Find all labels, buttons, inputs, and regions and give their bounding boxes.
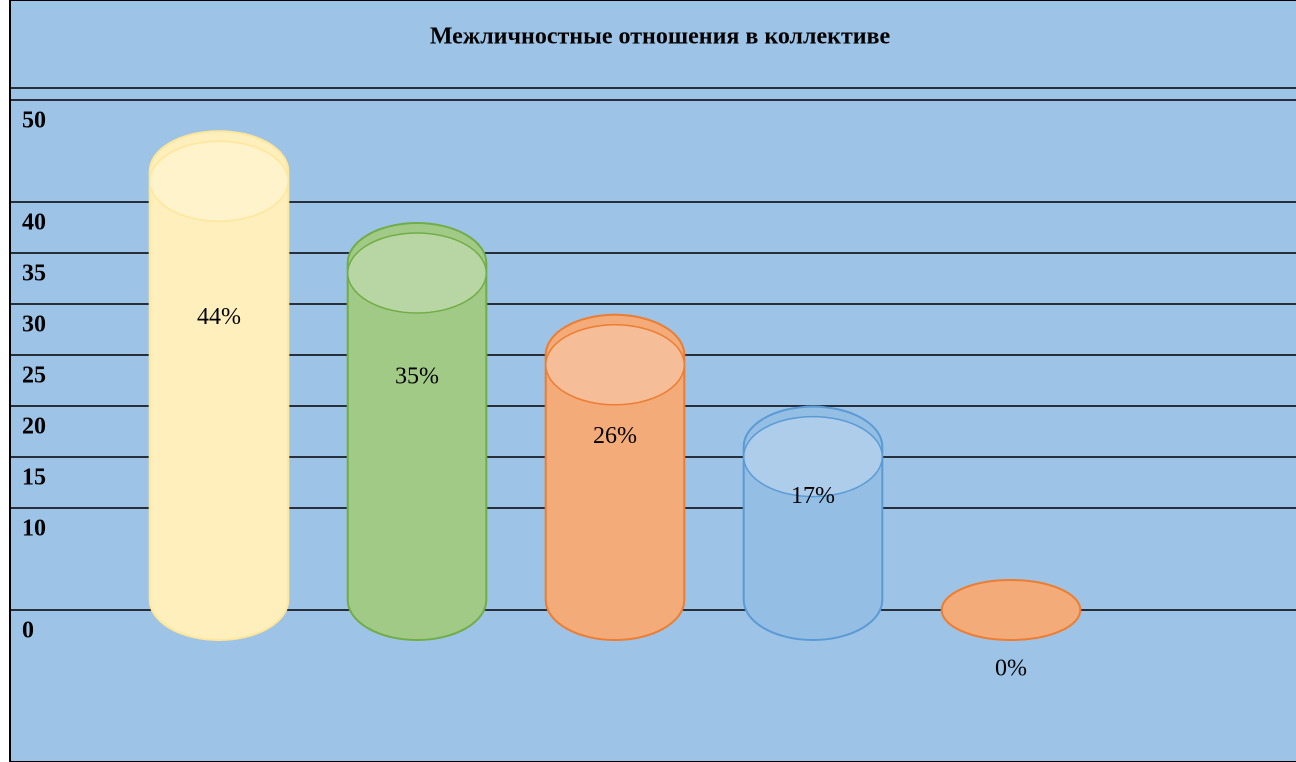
bar-cap: [148, 140, 290, 222]
y-tick-label: 30: [22, 312, 46, 338]
y-tick-label: 20: [22, 414, 46, 440]
y-tick-label: 35: [22, 261, 46, 287]
value-label: 17%: [791, 483, 835, 509]
y-tick-label: 0: [22, 618, 34, 644]
cylinder: [148, 130, 290, 641]
bar-cap: [346, 232, 488, 314]
y-tick-label: 15: [22, 465, 46, 491]
cylinder: [544, 313, 686, 641]
chart-title: Межличностные отношения в коллективе: [430, 24, 891, 50]
cylinder: [742, 405, 884, 641]
y-tick-label: 10: [22, 516, 46, 542]
bar-cap: [544, 324, 686, 406]
bar: [940, 579, 1082, 641]
value-label: 35%: [395, 363, 439, 389]
cylinder: [346, 222, 488, 641]
value-label: 26%: [593, 423, 637, 449]
cylinder: [940, 579, 1082, 641]
bar-cap: [742, 415, 884, 498]
bar: [148, 130, 290, 641]
value-label: 0%: [995, 656, 1027, 682]
value-label: 44%: [197, 304, 241, 330]
y-tick-label: 50: [22, 108, 46, 134]
bar: [346, 222, 488, 641]
y-tick-label: 25: [22, 363, 46, 389]
y-tick-label: 40: [22, 210, 46, 236]
